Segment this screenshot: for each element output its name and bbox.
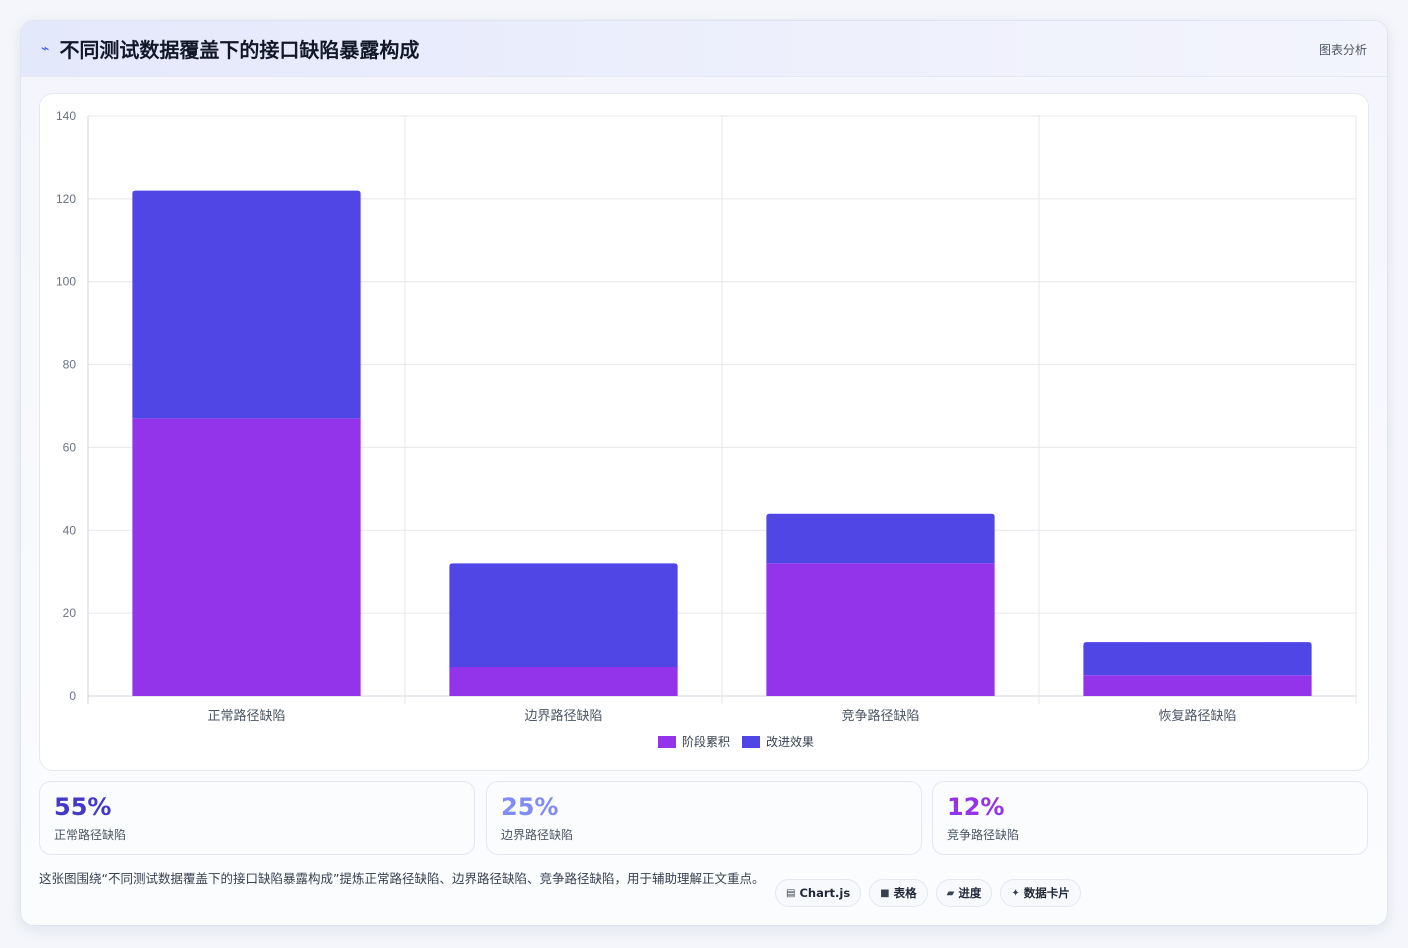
stat-label: 正常路径缺陷 bbox=[54, 828, 127, 842]
y-tick-label: 140 bbox=[56, 109, 76, 123]
data-card-icon: ✦ bbox=[1011, 887, 1020, 899]
x-tick-label: 正常路径缺陷 bbox=[207, 708, 285, 724]
bar-2-3 bbox=[766, 513, 995, 564]
stats-row: 55% 正常路径缺陷 25% 边界路径缺陷 12% 竞争路径缺陷 bbox=[39, 781, 1369, 855]
legend-swatch bbox=[742, 736, 760, 748]
progress-icon: ▰ bbox=[946, 887, 955, 899]
bar-1-1 bbox=[132, 418, 361, 696]
stat-card-race: 12% 竞争路径缺陷 bbox=[932, 781, 1368, 855]
x-tick-label: 边界路径缺陷 bbox=[524, 708, 602, 724]
chart-card: ⌁ 不同测试数据覆盖下的接口缺陷暴露构成 图表分析 0 20 40 60 80 100 12… bbox=[20, 20, 1388, 926]
x-tick-label: 恢复路径缺陷 bbox=[1158, 708, 1236, 724]
y-tick-label: 100 bbox=[56, 275, 76, 289]
pill-label: Chart.js bbox=[799, 886, 851, 900]
stat-card-boundary: 25% 边界路径缺陷 bbox=[486, 781, 922, 855]
y-tick-label: 20 bbox=[63, 606, 77, 620]
stat-label: 竞争路径缺陷 bbox=[947, 828, 1020, 842]
stacked-bar-chart: 0 20 40 60 80 100 120 140 正常路径缺陷 边界路径缺陷 竞争路径缺陷 恢复路径… bbox=[56, 109, 1357, 749]
bar-2-1 bbox=[132, 190, 361, 419]
stat-card-normal: 55% 正常路径缺陷 bbox=[39, 781, 475, 855]
card-header: ⌁ 不同测试数据覆盖下的接口缺陷暴露构成 图表分析 bbox=[21, 21, 1387, 77]
bar-1-3 bbox=[766, 563, 995, 696]
pill-table[interactable]: ■ 表格 bbox=[869, 879, 928, 907]
chart-line-icon: ⌁ bbox=[41, 40, 50, 57]
pill-label: 表格 bbox=[893, 886, 917, 900]
pill-chartjs[interactable]: ▤ Chart.js bbox=[775, 879, 862, 907]
chart-panel: 0 20 40 60 80 100 120 140 正常路径缺陷 边界路径缺陷 竞争路径缺陷 恢复路径… bbox=[39, 93, 1369, 771]
stat-value: 12% bbox=[947, 793, 1005, 821]
pill-data-card[interactable]: ✦ 数据卡片 bbox=[1000, 879, 1081, 907]
legend-swatch bbox=[658, 736, 676, 748]
legend-label: 阶段累积 bbox=[682, 734, 730, 749]
bar-2-2 bbox=[449, 563, 678, 667]
chartjs-icon: ▤ bbox=[786, 887, 796, 899]
tag-pills: ▤ Chart.js ■ 表格 ▰ 进度 ✦ 数据卡片 bbox=[775, 879, 1081, 907]
y-tick-label: 80 bbox=[63, 358, 77, 372]
pill-label: 数据卡片 bbox=[1023, 886, 1070, 900]
pill-label: 进度 bbox=[958, 886, 982, 900]
footer: 这张图围绕“不同测试数据覆盖下的接口缺陷暴露构成”提炼正常路径缺陷、边界路径缺陷… bbox=[39, 869, 1369, 919]
y-tick-label: 60 bbox=[63, 440, 77, 454]
header-tag: 图表分析 bbox=[1318, 43, 1367, 57]
bar-2-4 bbox=[1083, 642, 1312, 676]
footer-description: 这张图围绕“不同测试数据覆盖下的接口缺陷暴露构成”提炼正常路径缺陷、边界路径缺陷… bbox=[39, 871, 765, 886]
card-body: 0 20 40 60 80 100 120 140 正常路径缺陷 边界路径缺陷 竞争路径缺陷 恢复路径… bbox=[21, 77, 1387, 925]
x-tick-label: 竞争路径缺陷 bbox=[841, 708, 919, 724]
stat-value: 25% bbox=[501, 793, 559, 821]
y-tick-label: 0 bbox=[69, 689, 76, 703]
page-title: 不同测试数据覆盖下的接口缺陷暴露构成 bbox=[59, 38, 420, 62]
legend-label: 改进效果 bbox=[766, 734, 814, 749]
stat-label: 边界路径缺陷 bbox=[501, 828, 574, 842]
stat-value: 55% bbox=[54, 793, 112, 821]
y-tick-label: 120 bbox=[56, 192, 76, 206]
bar-1-2 bbox=[449, 667, 678, 696]
table-icon: ■ bbox=[880, 887, 890, 899]
bar-1-4 bbox=[1083, 675, 1312, 696]
pill-progress[interactable]: ▰ 进度 bbox=[935, 879, 993, 907]
y-tick-label: 40 bbox=[63, 523, 77, 537]
